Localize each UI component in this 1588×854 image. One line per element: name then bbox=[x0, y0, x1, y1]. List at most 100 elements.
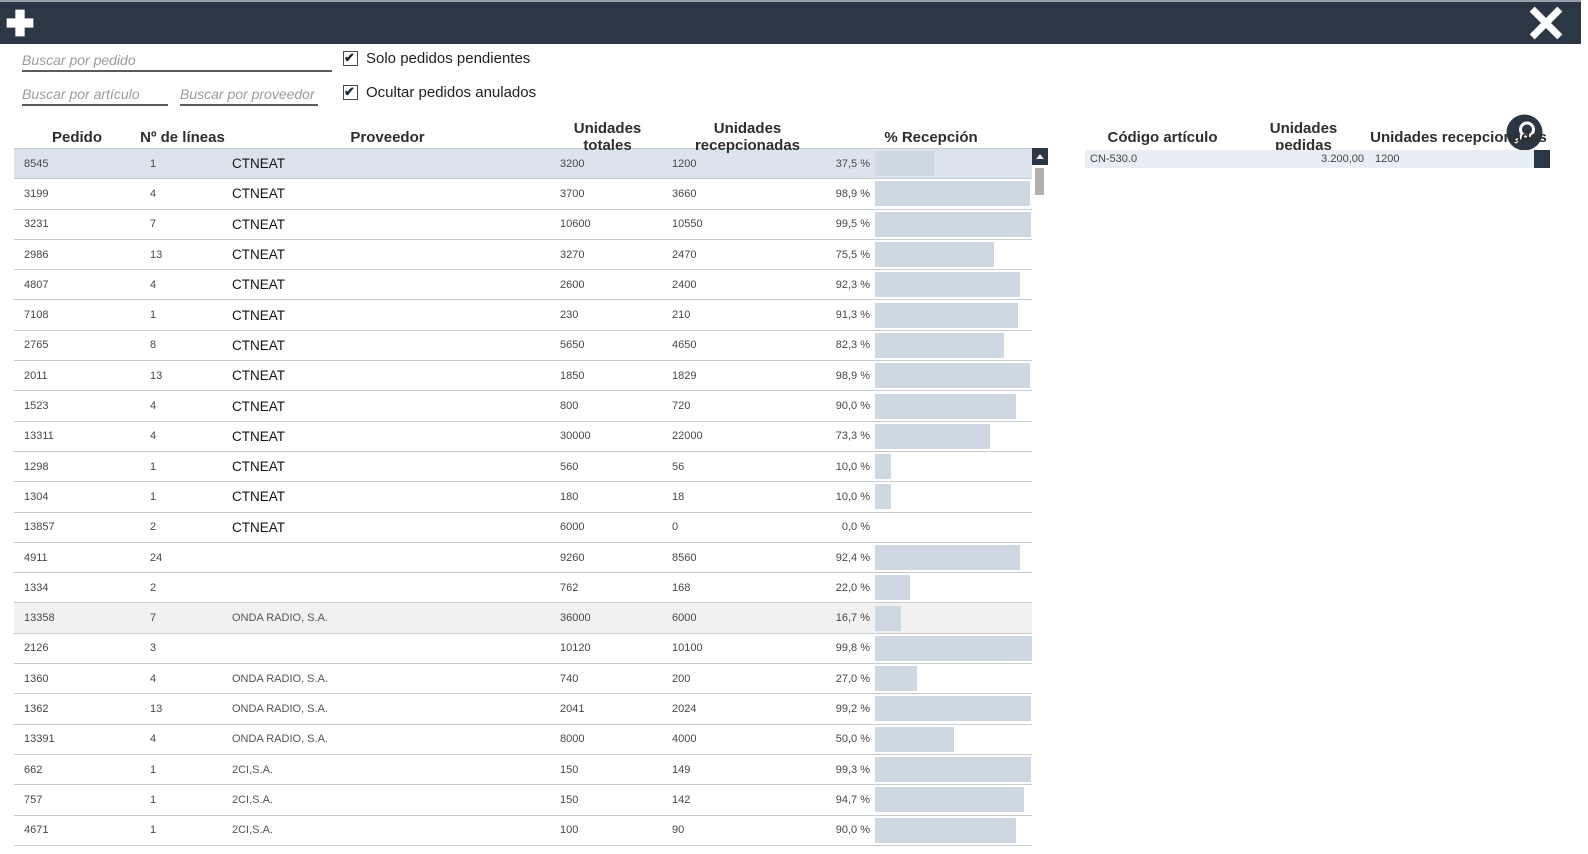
scroll-up-button[interactable] bbox=[1032, 148, 1048, 165]
cell-totales: 6000 bbox=[560, 521, 585, 534]
search-pedido-input[interactable] bbox=[22, 50, 332, 72]
pct-value: 99,8 % bbox=[835, 642, 870, 655]
pct-bar bbox=[875, 272, 1020, 298]
col-header-det-recepcionadas: Unidades recepcionadas bbox=[1370, 128, 1547, 146]
close-icon bbox=[1528, 6, 1564, 43]
cell-proveedor: CTNEAT bbox=[232, 156, 285, 172]
table-row[interactable]: 1523 4 CTNEAT 800 720 90,0 % bbox=[14, 391, 1032, 422]
add-button[interactable] bbox=[2, 6, 38, 42]
cell-pedido: 2126 bbox=[24, 642, 49, 655]
pct-value: 22,0 % bbox=[835, 581, 870, 594]
cell-lineas: 1 bbox=[150, 824, 157, 837]
table-row[interactable]: 13311 4 CTNEAT 30000 22000 73,3 % bbox=[14, 422, 1032, 452]
pending-only-checkbox[interactable] bbox=[343, 50, 358, 66]
detail-table: Código artículo Unidades pedidas Unidade… bbox=[1085, 120, 1550, 168]
cell-pct: 91,3 % bbox=[830, 300, 1032, 329]
pct-bar-track bbox=[875, 545, 1032, 570]
cell-lineas: 4 bbox=[150, 733, 157, 746]
cell-totales: 230 bbox=[560, 309, 579, 322]
cell-lineas: 13 bbox=[150, 702, 163, 715]
table-row[interactable]: 4671 1 2CI,S.A. 100 90 90,0 % bbox=[14, 816, 1032, 846]
hide-cancelled-checkbox[interactable] bbox=[343, 84, 358, 100]
cell-proveedor: CTNEAT bbox=[232, 186, 285, 202]
cell-pct: 16,7 % bbox=[830, 603, 1032, 632]
cell-pct: 98,9 % bbox=[830, 179, 1032, 208]
pct-bar-track bbox=[875, 151, 1032, 177]
table-row[interactable]: 757 1 2CI,S.A. 150 142 94,7 % bbox=[14, 785, 1032, 816]
table-row[interactable]: 1362 13 ONDA RADIO, S.A. 2041 2024 99,2 … bbox=[14, 694, 1032, 725]
cell-totales: 2600 bbox=[560, 278, 585, 291]
filter-bar: Solo pedidos pendientes Ocultar pedidos … bbox=[0, 44, 1588, 151]
detail-row[interactable]: CN-530.0 3.200,00 1200 bbox=[1085, 150, 1550, 168]
table-row[interactable]: 7108 1 CTNEAT 230 210 91,3 % bbox=[14, 300, 1032, 331]
cell-pedido: 7108 bbox=[24, 309, 49, 322]
cell-lineas: 3 bbox=[150, 642, 157, 655]
search-articulo-input[interactable] bbox=[22, 84, 168, 106]
cell-lineas: 8 bbox=[150, 339, 157, 352]
table-row[interactable]: 2126 3 10120 10100 99,8 % bbox=[14, 634, 1032, 665]
pct-bar-track bbox=[875, 302, 1032, 328]
cell-recepcionadas: 210 bbox=[672, 309, 691, 322]
table-row[interactable]: 2011 13 CTNEAT 1850 1829 98,9 % bbox=[14, 361, 1032, 392]
pct-bar bbox=[875, 605, 902, 631]
table-row[interactable]: 3231 7 CTNEAT 10600 10550 99,5 % bbox=[14, 210, 1032, 240]
pct-bar bbox=[875, 545, 1021, 570]
cell-pedido: 13391 bbox=[24, 733, 55, 746]
pct-bar bbox=[875, 817, 1017, 843]
table-row[interactable]: 2986 13 CTNEAT 3270 2470 75,5 % bbox=[14, 240, 1032, 271]
pct-value: 10,0 % bbox=[835, 490, 870, 503]
table-row[interactable]: 1334 2 762 168 22,0 % bbox=[14, 573, 1032, 604]
table-row[interactable]: 1360 4 ONDA RADIO, S.A. 740 200 27,0 % bbox=[14, 664, 1032, 695]
magnifier-icon bbox=[1506, 114, 1543, 154]
cell-proveedor: 2CI,S.A. bbox=[232, 793, 273, 806]
cell-pedido: 4671 bbox=[24, 824, 49, 837]
cell-recepcionadas: 2024 bbox=[672, 702, 697, 715]
table-row[interactable]: 662 1 2CI,S.A. 150 149 99,3 % bbox=[14, 755, 1032, 786]
cell-proveedor: CTNEAT bbox=[232, 519, 285, 535]
pct-bar bbox=[875, 242, 994, 268]
pct-value: 10,0 % bbox=[835, 460, 870, 473]
pending-only-label: Solo pedidos pendientes bbox=[366, 50, 531, 67]
cell-lineas: 4 bbox=[150, 400, 157, 413]
table-row[interactable]: 13857 2 CTNEAT 6000 0 0,0 % bbox=[14, 513, 1032, 543]
col-header-totales: Unidades totales bbox=[573, 120, 642, 154]
cell-proveedor: CTNEAT bbox=[232, 337, 285, 353]
table-row[interactable]: 1304 1 CTNEAT 180 18 10,0 % bbox=[14, 482, 1032, 513]
cell-proveedor: 2CI,S.A. bbox=[232, 763, 273, 776]
table-row[interactable]: 2765 8 CTNEAT 5650 4650 82,3 % bbox=[14, 331, 1032, 362]
table-row[interactable]: 8545 1 CTNEAT 3200 1200 37,5 % bbox=[14, 149, 1032, 180]
pct-bar bbox=[875, 393, 1017, 419]
pct-bar bbox=[875, 151, 934, 177]
table-row[interactable]: 13391 4 ONDA RADIO, S.A. 8000 4000 50,0 … bbox=[14, 725, 1032, 755]
search-proveedor-input[interactable] bbox=[180, 84, 318, 106]
cell-totales: 3200 bbox=[560, 157, 585, 170]
pct-value: 92,3 % bbox=[835, 278, 870, 291]
cell-proveedor: CTNEAT bbox=[232, 489, 285, 505]
pct-bar-track bbox=[875, 211, 1032, 237]
detail-table-body: CN-530.0 3.200,00 1200 bbox=[1085, 150, 1550, 168]
table-row[interactable]: 4807 4 CTNEAT 2600 2400 92,3 % bbox=[14, 270, 1032, 301]
orders-scrollbar[interactable] bbox=[1032, 148, 1048, 845]
scrollbar-thumb[interactable] bbox=[1035, 168, 1044, 195]
cell-lineas: 1 bbox=[150, 309, 157, 322]
cell-pct: 82,3 % bbox=[830, 331, 1032, 360]
table-row[interactable]: 3199 4 CTNEAT 3700 3660 98,9 % bbox=[14, 179, 1032, 210]
close-button[interactable] bbox=[1524, 4, 1568, 44]
cell-pedido: 1360 bbox=[24, 672, 49, 685]
detail-row-action-button[interactable] bbox=[1534, 150, 1550, 168]
cell-totales: 2041 bbox=[560, 702, 585, 715]
search-button[interactable] bbox=[1506, 114, 1543, 151]
pct-value: 99,5 % bbox=[835, 218, 870, 231]
cell-lineas: 1 bbox=[150, 490, 157, 503]
cell-lineas: 1 bbox=[150, 763, 157, 776]
pct-bar bbox=[875, 454, 891, 480]
cell-pct: 92,3 % bbox=[830, 270, 1032, 299]
table-row[interactable]: 4911 24 9260 8560 92,4 % bbox=[14, 543, 1032, 574]
cell-pedidas: 3.200,00 bbox=[1321, 153, 1364, 165]
cell-pct: 22,0 % bbox=[830, 573, 1032, 602]
col-header-codigo: Código artículo bbox=[1107, 128, 1218, 146]
cell-pedido: 2765 bbox=[24, 339, 49, 352]
table-row[interactable]: 1298 1 CTNEAT 560 56 10,0 % bbox=[14, 452, 1032, 483]
table-row[interactable]: 13358 7 ONDA RADIO, S.A. 36000 6000 16,7… bbox=[14, 603, 1032, 634]
cell-pct: 99,8 % bbox=[830, 634, 1032, 663]
